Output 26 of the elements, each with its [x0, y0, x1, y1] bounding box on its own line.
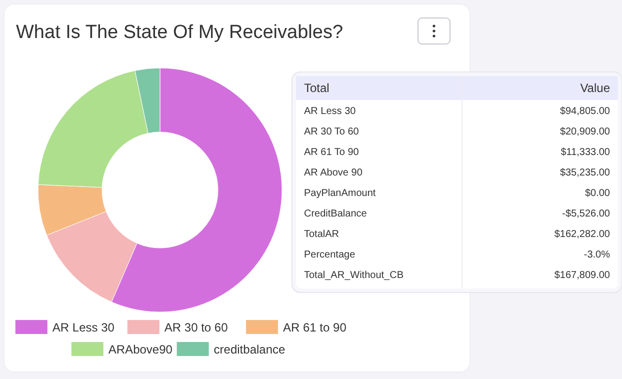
- category-label: AR Less 30: [304, 106, 356, 117]
- category-label: Percentage: [304, 250, 356, 260]
- text: $162,282.00: [554, 229, 610, 240]
- category-label: AR 61 To 90: [304, 147, 360, 158]
- legend-label: AR 61 to 90: [283, 320, 347, 334]
- text: Value: [580, 81, 610, 95]
- text: -$5,526.00: [562, 208, 610, 220]
- category-label: PayPlanAmount: [304, 188, 376, 199]
- text: $11,333.00: [560, 147, 610, 158]
- category-label: CreditBalance: [304, 208, 368, 220]
- category-label: Total_AR_Without_CB: [304, 270, 404, 281]
- legend-label: AR 30 to 60: [164, 320, 228, 334]
- category-label: TotalAR: [304, 229, 340, 240]
- text: $0.00: [584, 188, 610, 199]
- text: $167,809.00: [554, 270, 610, 281]
- legend-label: ARAbove90: [108, 342, 173, 356]
- chart-title: What Is The State Of My Receivables?: [16, 22, 344, 43]
- category-label: AR Above 90: [304, 168, 363, 178]
- legend-label: AR Less 30: [52, 320, 115, 334]
- legend-label: creditbalance: [214, 342, 286, 356]
- text: -3.0%: [584, 250, 610, 260]
- text: $35,235.00: [560, 168, 610, 178]
- text: $20,909.00: [560, 126, 610, 138]
- text: Total: [304, 81, 330, 95]
- text: $94,805.00: [560, 106, 610, 117]
- category-label: AR 30 To 60: [304, 126, 360, 138]
